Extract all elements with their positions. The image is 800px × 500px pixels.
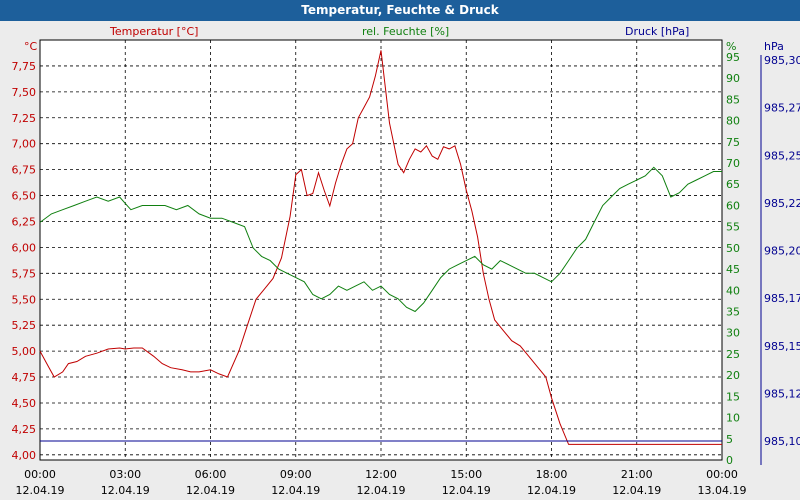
temperature-tick-label: 7,00	[12, 138, 37, 151]
humidity-tick-label: 5	[726, 433, 733, 446]
window-title: Temperatur, Feuchte & Druck	[0, 0, 800, 21]
humidity-tick-label: 45	[726, 263, 740, 276]
x-tick-time: 00:00	[24, 468, 56, 481]
temperature-unit-label: °C	[24, 40, 38, 53]
pressure-unit-label: hPa	[764, 40, 784, 53]
temperature-tick-label: 4,00	[12, 449, 37, 462]
humidity-tick-label: 20	[726, 369, 740, 382]
temperature-tick-label: 7,75	[12, 60, 37, 73]
humidity-tick-label: 40	[726, 284, 740, 297]
humidity-tick-label: 85	[726, 93, 740, 106]
temperature-tick-label: 6,75	[12, 164, 37, 177]
humidity-header: rel. Feuchte [%]	[362, 25, 450, 38]
temperature-tick-label: 6,50	[12, 190, 37, 203]
x-tick-date: 12.04.19	[612, 484, 661, 497]
humidity-tick-label: 60	[726, 199, 740, 212]
humidity-tick-label: 90	[726, 72, 740, 85]
pressure-header: Druck [hPa]	[625, 25, 690, 38]
x-tick-time: 09:00	[280, 468, 312, 481]
x-tick-time: 06:00	[195, 468, 227, 481]
pressure-tick-label: 985,17	[764, 292, 800, 305]
x-tick-time: 03:00	[109, 468, 141, 481]
x-tick-time: 00:00	[706, 468, 738, 481]
temperature-tick-label: 5,00	[12, 345, 37, 358]
humidity-tick-label: 50	[726, 242, 740, 255]
x-tick-date: 12.04.19	[527, 484, 576, 497]
humidity-tick-label: 0	[726, 454, 733, 467]
x-tick-time: 21:00	[621, 468, 653, 481]
x-tick-time: 12:00	[365, 468, 397, 481]
temperature-tick-label: 4,25	[12, 423, 37, 436]
humidity-series-line	[39, 166, 722, 313]
x-tick-time: 18:00	[536, 468, 568, 481]
temperature-tick-label: 6,25	[12, 215, 37, 228]
humidity-tick-label: 10	[726, 412, 740, 425]
humidity-tick-label: 95	[726, 51, 740, 64]
x-tick-date: 12.04.19	[271, 484, 320, 497]
humidity-tick-label: 35	[726, 306, 740, 319]
x-tick-date: 12.04.19	[357, 484, 406, 497]
temperature-tick-label: 4,75	[12, 371, 37, 384]
temperature-tick-label: 7,50	[12, 86, 37, 99]
pressure-tick-label: 985,15	[764, 340, 800, 353]
humidity-tick-label: 25	[726, 348, 740, 361]
x-tick-date: 12.04.19	[16, 484, 65, 497]
x-tick-date: 12.04.19	[442, 484, 491, 497]
humidity-tick-label: 65	[726, 178, 740, 191]
temperature-tick-label: 4,50	[12, 397, 37, 410]
x-tick-date: 12.04.19	[101, 484, 150, 497]
pressure-tick-label: 985,25	[764, 149, 800, 162]
humidity-tick-label: 15	[726, 390, 740, 403]
humidity-tick-label: 30	[726, 327, 740, 340]
temperature-tick-label: 5,25	[12, 319, 37, 332]
temperature-tick-label: 6,00	[12, 241, 37, 254]
humidity-tick-label: 55	[726, 221, 740, 234]
humidity-unit-label: %	[726, 40, 736, 53]
x-tick-date: 12.04.19	[186, 484, 235, 497]
humidity-tick-label: 80	[726, 115, 740, 128]
pressure-tick-label: 985,22	[764, 197, 800, 210]
pressure-tick-label: 985,27	[764, 102, 800, 115]
humidity-tick-label: 75	[726, 136, 740, 149]
temperature-tick-label: 7,25	[12, 112, 37, 125]
pressure-tick-label: 985,20	[764, 245, 800, 258]
pressure-tick-label: 985,30	[764, 54, 800, 67]
temperature-series-line	[39, 50, 722, 445]
x-tick-date: 13.04.19	[698, 484, 747, 497]
x-tick-time: 15:00	[450, 468, 482, 481]
temperature-header: Temperatur [°C]	[110, 25, 199, 38]
pressure-tick-label: 985,12	[764, 387, 800, 400]
pressure-tick-label: 985,10	[764, 435, 800, 448]
temperature-tick-label: 5,75	[12, 267, 37, 280]
temperature-tick-label: 5,50	[12, 293, 37, 306]
humidity-tick-label: 70	[726, 157, 740, 170]
